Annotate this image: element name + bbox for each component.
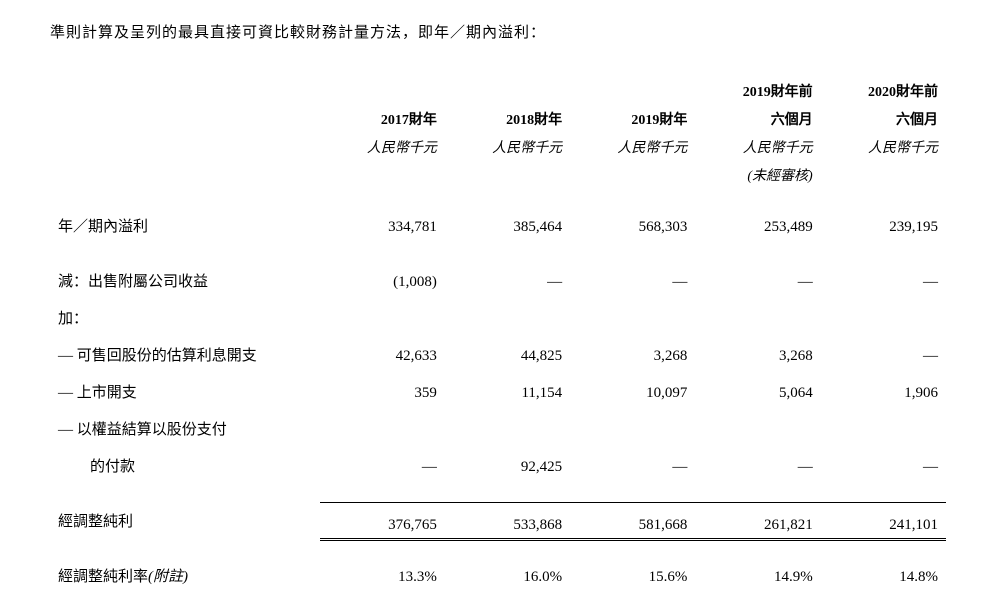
- row-add-label: 加：: [50, 299, 946, 336]
- profit-period-c1: 334,781: [320, 207, 445, 244]
- adjusted-profit-c4: 261,821: [695, 502, 820, 539]
- profit-period-label: 年／期內溢利: [50, 207, 320, 244]
- adjusted-profit-c3: 581,668: [570, 502, 695, 539]
- unit-col1: 人民幣千元: [320, 133, 445, 161]
- less-label: 減：出售附屬公司收益: [50, 262, 320, 299]
- equity-c2: 92,425: [445, 447, 570, 484]
- listing-c2: 11,154: [445, 373, 570, 410]
- row-equity-line2: 的付款 — 92,425 — — —: [50, 447, 946, 484]
- equity-c3: —: [570, 447, 695, 484]
- adjusted-profit-label: 經調整純利: [50, 502, 320, 539]
- profit-period-c2: 385,464: [445, 207, 570, 244]
- less-c1: (1,008): [320, 262, 445, 299]
- adjusted-margin-c1: 13.3%: [320, 557, 445, 594]
- adjusted-profit-c5: 241,101: [821, 502, 946, 539]
- row-equity-line1: — 以權益結算以股份支付: [50, 410, 946, 447]
- add-label: 加：: [50, 299, 320, 336]
- adjusted-margin-label: 經調整純利率(附註): [50, 557, 320, 594]
- col1-header: 2017財年: [320, 105, 445, 133]
- less-c4: —: [695, 262, 820, 299]
- listing-c4: 5,064: [695, 373, 820, 410]
- row-less-disposal: 減：出售附屬公司收益 (1,008) — — — —: [50, 262, 946, 299]
- less-c3: —: [570, 262, 695, 299]
- profit-period-c5: 239,195: [821, 207, 946, 244]
- listing-c3: 10,097: [570, 373, 695, 410]
- less-c2: —: [445, 262, 570, 299]
- adjusted-margin-c5: 14.8%: [821, 557, 946, 594]
- unit-col5: 人民幣千元: [821, 133, 946, 161]
- profit-period-c4: 253,489: [695, 207, 820, 244]
- col5-header-line1: 2020財年前: [821, 77, 946, 105]
- header-row-unit: 人民幣千元 人民幣千元 人民幣千元 人民幣千元 人民幣千元: [50, 133, 946, 161]
- intro-paragraph: 準則計算及呈列的最具直接可資比較財務計量方法，即年／期內溢利：: [50, 20, 946, 47]
- redeemable-c2: 44,825: [445, 336, 570, 373]
- adjusted-profit-c1: 376,765: [320, 502, 445, 539]
- financial-table: 2019財年前 2020財年前 2017財年 2018財年 2019財年 六個月…: [50, 77, 946, 594]
- col4-header-line2: 六個月: [695, 105, 820, 133]
- equity-c5: —: [821, 447, 946, 484]
- header-row-note: (未經審核): [50, 161, 946, 189]
- header-row-year: 2017財年 2018財年 2019財年 六個月 六個月: [50, 105, 946, 133]
- equity-c1: —: [320, 447, 445, 484]
- col2-header: 2018財年: [445, 105, 570, 133]
- redeemable-c1: 42,633: [320, 336, 445, 373]
- redeemable-c5: —: [821, 336, 946, 373]
- less-c5: —: [821, 262, 946, 299]
- col3-header: 2019財年: [570, 105, 695, 133]
- adjusted-margin-c3: 15.6%: [570, 557, 695, 594]
- adjusted-profit-c2: 533,868: [445, 502, 570, 539]
- redeemable-label: — 可售回股份的估算利息開支: [50, 336, 320, 373]
- equity-label-line2: 的付款: [50, 447, 320, 484]
- row-adjusted-margin: 經調整純利率(附註) 13.3% 16.0% 15.6% 14.9% 14.8%: [50, 557, 946, 594]
- header-row-top: 2019財年前 2020財年前: [50, 77, 946, 105]
- redeemable-c4: 3,268: [695, 336, 820, 373]
- unit-col4: 人民幣千元: [695, 133, 820, 161]
- col4-header-line1: 2019財年前: [695, 77, 820, 105]
- listing-label: — 上市開支: [50, 373, 320, 410]
- unit-col3: 人民幣千元: [570, 133, 695, 161]
- listing-c1: 359: [320, 373, 445, 410]
- listing-c5: 1,906: [821, 373, 946, 410]
- row-adjusted-profit: 經調整純利 376,765 533,868 581,668 261,821 24…: [50, 502, 946, 539]
- adjusted-margin-label-note: (附註): [148, 569, 188, 585]
- row-profit-period: 年／期內溢利 334,781 385,464 568,303 253,489 2…: [50, 207, 946, 244]
- unit-col2: 人民幣千元: [445, 133, 570, 161]
- col5-header-line2: 六個月: [821, 105, 946, 133]
- equity-c4: —: [695, 447, 820, 484]
- redeemable-c3: 3,268: [570, 336, 695, 373]
- row-redeemable: — 可售回股份的估算利息開支 42,633 44,825 3,268 3,268…: [50, 336, 946, 373]
- profit-period-c3: 568,303: [570, 207, 695, 244]
- adjusted-margin-c4: 14.9%: [695, 557, 820, 594]
- adjusted-margin-label-main: 經調整純利率: [58, 569, 148, 585]
- row-listing: — 上市開支 359 11,154 10,097 5,064 1,906: [50, 373, 946, 410]
- adjusted-margin-c2: 16.0%: [445, 557, 570, 594]
- equity-label-line1: — 以權益結算以股份支付: [50, 410, 320, 447]
- unaudited-note: (未經審核): [695, 161, 820, 189]
